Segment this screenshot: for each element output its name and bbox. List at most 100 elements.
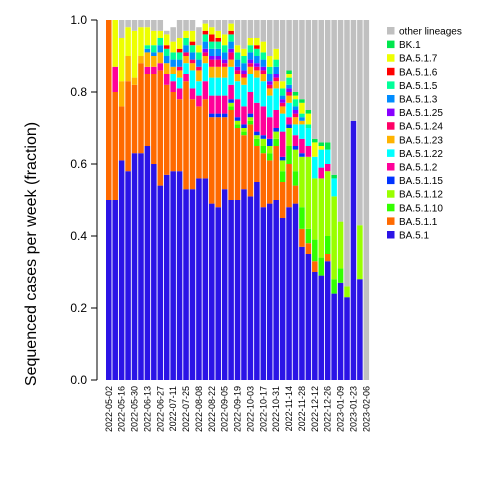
- bar-segment-1-25: [267, 160, 273, 203]
- bar-segment-2-23: [254, 139, 260, 146]
- x-tick-label-13: 2022-10-31: [271, 386, 281, 432]
- bar-segment-10-23: [254, 56, 260, 63]
- bar-segment-11-30: [299, 114, 305, 118]
- bar-segment-5-20: [235, 99, 241, 117]
- legend-swatch-7: [387, 122, 395, 130]
- bar-segment-10-10: [170, 60, 176, 67]
- bar-segment-15-32: [312, 20, 318, 139]
- legend-label-9: BA.5.1.22: [399, 149, 443, 160]
- bar-segment-3-20: [235, 121, 241, 125]
- bar-segment-13-23: [254, 38, 260, 45]
- bar-segment-15-28: [286, 20, 292, 70]
- y-tick-label-0: 0.0: [70, 373, 87, 387]
- bar-segment-0-17: [215, 207, 221, 380]
- bar-segment-5-23: [254, 103, 260, 132]
- bar-segment-11-28: [286, 78, 292, 85]
- bar-segment-0-36: [338, 283, 344, 380]
- bar-segment-11-23: [254, 49, 260, 56]
- bar-segment-15-9: [164, 31, 170, 35]
- bar-segment-13-6: [145, 27, 151, 45]
- bar-segment-1-26: [273, 146, 279, 200]
- bar-segment-1-7: [151, 74, 157, 164]
- bar-segment-15-7: [151, 20, 157, 31]
- bar-segment-1-0: [106, 20, 112, 200]
- bar-segment-13-18: [222, 34, 228, 45]
- bar-segment-7-29: [293, 117, 299, 124]
- bar-segment-4-22: [248, 114, 254, 118]
- bar-segment-14-28: [286, 70, 292, 74]
- bar-segment-1-11: [177, 99, 183, 171]
- x-tick-label-4: 2022-06-27: [155, 386, 165, 432]
- bar-segment-13-28: [286, 74, 292, 78]
- bar-segment-6-22: [248, 74, 254, 92]
- bar-segment-5-10: [170, 81, 176, 92]
- bar-segment-13-31: [306, 114, 312, 125]
- bar-segment-10-26: [273, 67, 279, 74]
- bar-segment-1-10: [170, 92, 176, 171]
- x-tick-label-19: 2023-01-23: [348, 386, 358, 432]
- bar-segment-3-39: [357, 225, 363, 279]
- bar-segment-1-24: [261, 153, 267, 207]
- bar-segment-15-22: [248, 20, 254, 38]
- bar-segment-13-1: [112, 20, 118, 67]
- bar-segment-15-21: [241, 20, 247, 49]
- bar-segment-0-26: [273, 200, 279, 380]
- y-tick-label-4: 0.8: [70, 85, 87, 99]
- bar-segment-15-18: [222, 20, 228, 34]
- legend-swatch-3: [387, 68, 395, 76]
- bar-segment-6-28: [286, 103, 292, 117]
- bar-segment-15-10: [170, 27, 176, 41]
- bar-segment-2-25: [267, 153, 273, 160]
- bar-segment-13-4: [132, 31, 138, 78]
- bar-segment-0-3: [125, 171, 131, 380]
- bar-segment-1-23: [254, 146, 260, 182]
- x-tick-label-10: 2022-09-19: [233, 386, 243, 432]
- bar-segment-8-26: [273, 78, 279, 82]
- bar-segment-10-14: [196, 60, 202, 67]
- bar-segment-5-11: [177, 88, 183, 99]
- bar-segment-6-34: [325, 150, 331, 164]
- bar-segment-5-28: [286, 117, 292, 124]
- bar-segment-11-8: [158, 38, 164, 45]
- x-tick-label-3: 2022-06-13: [142, 386, 152, 432]
- bar-segment-8-28: [286, 92, 292, 96]
- bar-segment-13-10: [170, 42, 176, 53]
- bar-segment-3-26: [273, 132, 279, 139]
- bar-segment-14-32: [312, 139, 318, 143]
- legend-label-6: BA.5.1.25: [399, 108, 443, 119]
- bar-segment-2-24: [261, 146, 267, 153]
- bar-segment-14-35: [331, 175, 337, 179]
- bar-segment-10-27: [280, 96, 286, 100]
- bar-segment-3-35: [331, 196, 337, 279]
- bar-segment-11-9: [164, 49, 170, 56]
- bar-segment-0-7: [151, 164, 157, 380]
- bar-segment-0-20: [235, 200, 241, 380]
- bar-segment-4-24: [261, 135, 267, 139]
- bar-segment-8-25: [267, 85, 273, 89]
- bar-segment-15-33: [318, 20, 324, 142]
- y-tick-label-1: 0.2: [70, 301, 87, 315]
- bar-segment-1-21: [241, 135, 247, 189]
- bar-segment-15-19: [228, 20, 234, 24]
- legend-label-11: BA.5.1.15: [399, 176, 443, 187]
- bar-segment-5-7: [151, 67, 157, 74]
- bar-segment-3-32: [312, 178, 318, 239]
- bar-segment-11-10: [170, 52, 176, 59]
- bar-segment-1-16: [209, 117, 215, 203]
- bar-segment-15-14: [196, 27, 202, 45]
- bar-segment-8-19: [228, 52, 234, 59]
- bar-segment-3-21: [241, 128, 247, 132]
- legend-label-4: BA.5.1.5: [399, 81, 438, 92]
- bar-segment-5-13: [190, 88, 196, 99]
- bar-segment-3-36: [338, 222, 344, 269]
- bar-segment-1-12: [183, 81, 189, 189]
- bar-segment-0-9: [164, 175, 170, 380]
- bar-segment-15-27: [280, 20, 286, 81]
- bar-segment-13-33: [318, 146, 324, 150]
- x-tick-label-9: 2022-09-05: [220, 386, 230, 432]
- bar-segment-6-12: [183, 63, 189, 74]
- bar-segment-2-30: [299, 207, 305, 229]
- bar-segment-7-9: [164, 63, 170, 74]
- bar-segment-0-22: [248, 196, 254, 380]
- bar-segment-14-31: [306, 110, 312, 114]
